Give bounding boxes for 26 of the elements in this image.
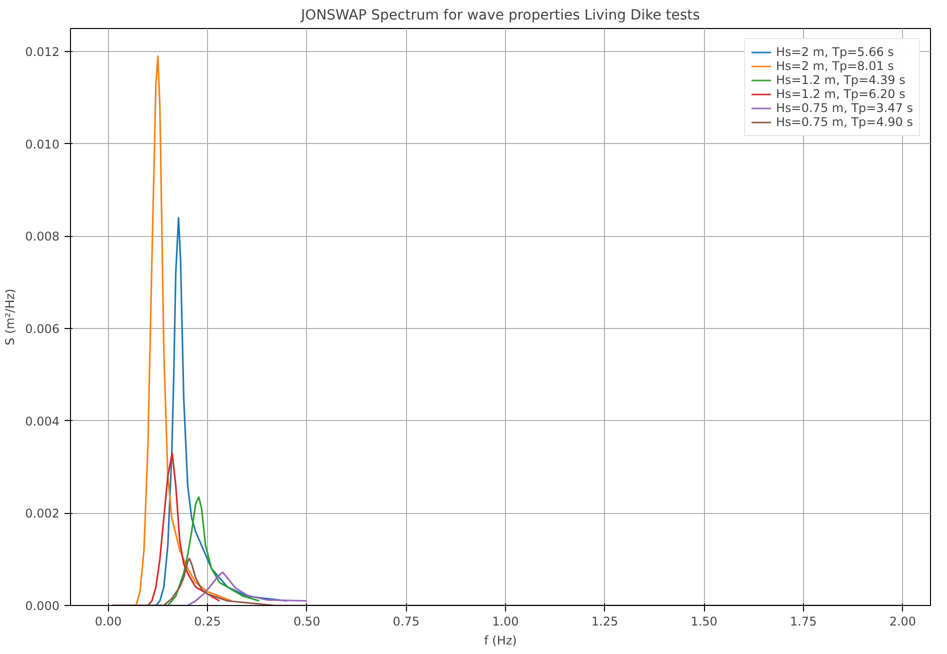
legend-label: Hs=2 m, Tp=8.01 s xyxy=(776,59,894,73)
y-tick-label: 0.006 xyxy=(25,322,60,336)
y-axis-title: S (m²/Hz) xyxy=(3,288,18,346)
y-tick-label: 0.000 xyxy=(25,599,60,613)
x-tick-label: 0.75 xyxy=(392,614,420,628)
x-tick-label: 0.25 xyxy=(194,614,221,628)
y-tick-label: 0.008 xyxy=(25,230,60,244)
legend-label: Hs=0.75 m, Tp=3.47 s xyxy=(776,101,913,115)
x-tick-label: 0.00 xyxy=(94,614,122,628)
x-tick-label: 1.50 xyxy=(690,614,718,628)
legend-label: Hs=0.75 m, Tp=4.90 s xyxy=(776,115,913,129)
x-tick-label: 1.00 xyxy=(492,614,519,628)
legend-label: Hs=2 m, Tp=5.66 s xyxy=(776,45,894,59)
x-tick-label: 1.25 xyxy=(591,614,618,628)
legend-label: Hs=1.2 m, Tp=4.39 s xyxy=(776,73,906,87)
x-tick-label: 2.00 xyxy=(889,614,916,628)
x-tick-label: 1.75 xyxy=(790,614,817,628)
y-tick-label: 0.012 xyxy=(25,45,60,60)
chart-title: JONSWAP Spectrum for wave properties Living Dike tests xyxy=(300,8,700,24)
line-series xyxy=(111,558,904,606)
y-tick-label: 0.004 xyxy=(25,414,60,428)
legend-label: Hs=1.2 m, Tp=6.20 s xyxy=(776,87,906,101)
x-tick-label: 0.50 xyxy=(293,614,320,628)
x-axis-title: f (Hz) xyxy=(484,634,517,648)
y-tick-label: 0.010 xyxy=(25,137,60,152)
y-tick-label: 0.002 xyxy=(25,506,60,521)
